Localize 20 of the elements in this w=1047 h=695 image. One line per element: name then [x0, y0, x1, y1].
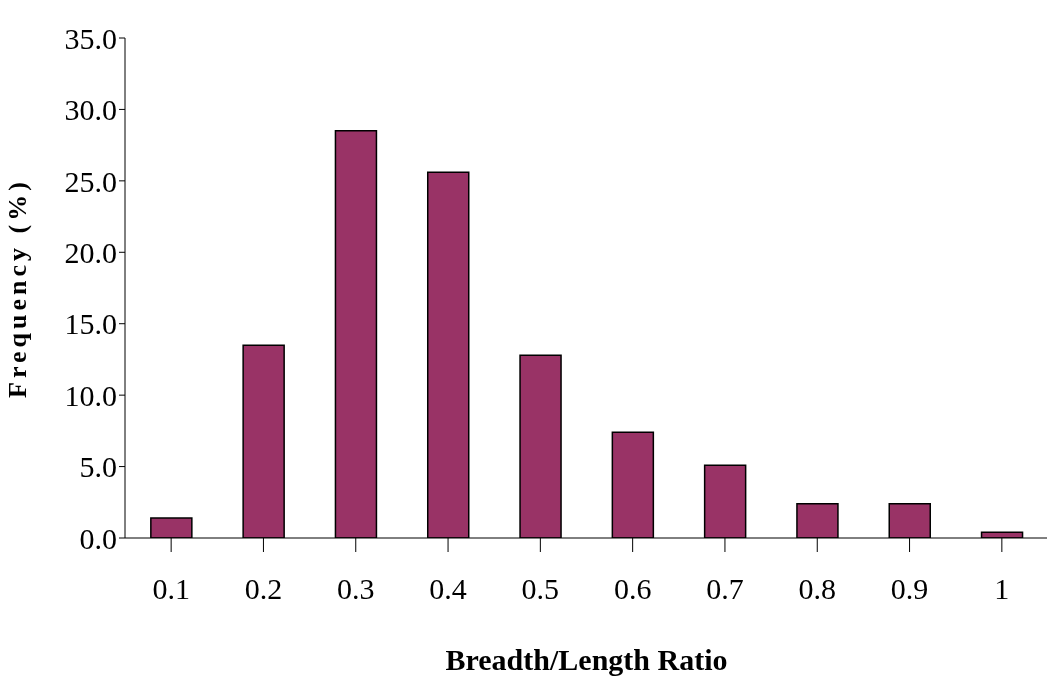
x-tick-label: 1	[994, 572, 1010, 606]
x-axis-title: Breadth/Length Ratio	[445, 643, 728, 676]
y-axis-title: Frequency (%)	[3, 178, 33, 398]
y-tick-label: 30.0	[64, 93, 117, 127]
x-tick-label: 0.2	[244, 572, 283, 606]
x-tick-label: 0.7	[706, 572, 744, 606]
x-tick-label: 0.4	[429, 572, 467, 606]
x-tick-label: 0.3	[337, 572, 375, 606]
y-tick-label: 5.0	[79, 450, 117, 484]
y-tick-label: 15.0	[64, 307, 117, 341]
x-tick-label: 0.1	[152, 572, 190, 606]
y-tick-label: 25.0	[64, 164, 117, 198]
y-tick-label: 0.0	[79, 521, 117, 555]
x-tick-label: 0.8	[798, 572, 836, 606]
x-tick-label: 0.5	[521, 572, 560, 606]
y-tick-label: 35.0	[64, 21, 117, 55]
x-tick-label: 0.6	[613, 572, 652, 606]
y-tick-label: 20.0	[64, 235, 117, 269]
x-tick-label: 0.9	[890, 572, 929, 606]
y-tick-label: 10.0	[64, 378, 117, 412]
